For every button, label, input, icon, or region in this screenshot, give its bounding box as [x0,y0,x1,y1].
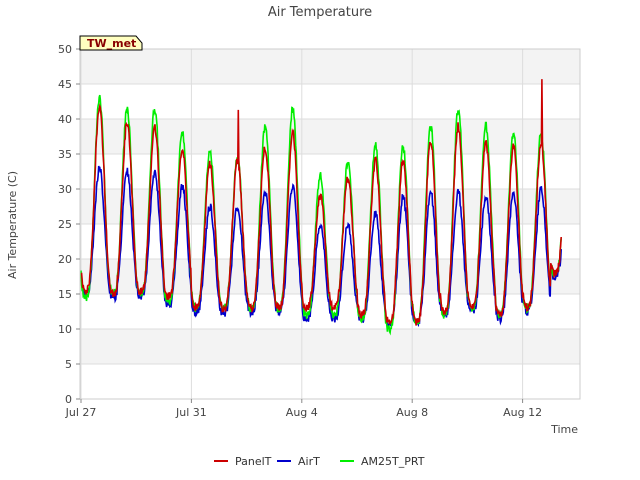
y-tick-label: 0 [65,393,72,406]
legend-label-airt: AirT [298,455,320,468]
series-layer [80,79,562,336]
station-label: TW_met [87,37,136,50]
x-tick-label: Jul 27 [65,406,97,419]
x-tick-label: Jul 31 [175,406,207,419]
station-label-box: TW_met [79,35,143,51]
y-tick-label: 25 [58,218,72,231]
legend: PanelT AirT AM25T_PRT [214,455,425,468]
y-axis-label: Air Temperature (C) [6,171,19,279]
y-tick-label: 40 [58,113,72,126]
y-tick-label: 15 [58,288,72,301]
plot-band [80,119,580,154]
y-tick-label: 45 [58,78,72,91]
plot-band [80,49,580,84]
legend-label-am25t-prt: AM25T_PRT [361,455,425,468]
x-axis-label: Time [550,423,578,436]
plot-band [80,189,580,224]
x-tick-label: Aug 12 [503,406,542,419]
legend-label-panelt: PanelT [235,455,272,468]
series-line-airt [80,165,562,328]
plot-band [80,329,580,364]
series-line-panelt [80,79,562,326]
y-tick-label: 5 [65,358,72,371]
y-tick-label: 30 [58,183,72,196]
x-tick-label: Aug 4 [286,406,318,419]
x-tick-label: Aug 8 [396,406,428,419]
y-tick-label: 20 [58,253,72,266]
y-tick-label: 10 [58,323,72,336]
y-tick-label: 35 [58,148,72,161]
chart-title: Air Temperature [268,5,372,20]
axes: 0 5 10 15 20 25 30 35 40 45 50 Jul 27 Jul 31 Aug 4 Aug… [58,43,581,419]
y-tick-label: 50 [58,43,72,56]
